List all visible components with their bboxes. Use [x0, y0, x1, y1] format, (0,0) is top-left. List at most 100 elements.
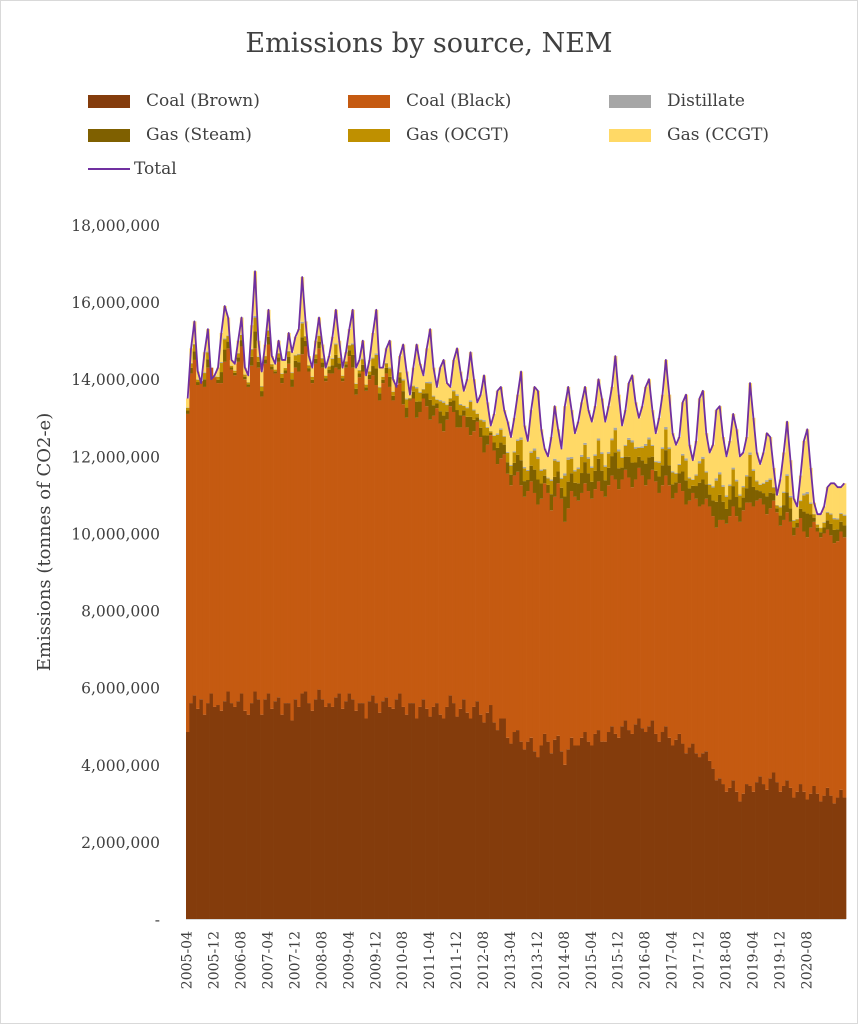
bar-coal-brown [293, 699, 298, 919]
bar-gas-steam [701, 479, 705, 505]
bar-gas-ccgt [411, 367, 416, 386]
bar-gas-ocgt [192, 344, 197, 352]
bar-gas-ocgt [236, 353, 241, 358]
y-tick-label: 14,000,000 [71, 371, 160, 389]
bar-gas-steam [223, 349, 227, 362]
bar-coal-black [812, 521, 817, 786]
bar-gas-ocgt [748, 454, 753, 477]
bar-coal-black [354, 394, 359, 711]
bar-gas-steam [192, 351, 197, 360]
bar-gas-steam [499, 442, 503, 459]
bar-gas-steam [472, 419, 476, 432]
bar-gas-steam [613, 452, 618, 480]
bar-distillate [785, 474, 790, 476]
bar-coal-brown [825, 787, 830, 919]
legend-item-gas-ccgt: Gas (CCGT) [609, 124, 769, 146]
bar-distillate [287, 350, 291, 352]
bar-gas-ocgt [566, 459, 571, 482]
bar-gas-ocgt [334, 344, 338, 355]
bar-gas-steam [785, 492, 790, 513]
bar-gas-ccgt [334, 309, 338, 344]
bar-gas-ccgt [377, 367, 382, 387]
bar-gas-ocgt [633, 448, 638, 463]
bar-coal-brown [243, 710, 247, 919]
bar-distillate [431, 395, 436, 397]
bar-distillate [701, 456, 705, 460]
bar-coal-black [334, 367, 338, 698]
bar-gas-steam [226, 341, 231, 349]
bar-gas-ocgt [734, 481, 739, 498]
bar-gas-ocgt [556, 461, 561, 472]
bar-coal-brown [815, 793, 820, 919]
bar-gas-steam [657, 476, 662, 493]
bar-gas-ocgt [310, 376, 315, 380]
bar-gas-steam [297, 362, 301, 372]
bar-coal-black [280, 383, 285, 715]
bar-gas-ccgt [724, 456, 729, 496]
bar-gas-ocgt [509, 465, 513, 475]
bar-gas-ccgt [563, 406, 567, 474]
bar-gas-ccgt [549, 437, 554, 480]
bar-coal-brown [357, 703, 362, 919]
bar-distillate [674, 472, 678, 474]
bar-coal-black [825, 529, 830, 788]
bar-gas-ocgt [287, 351, 291, 358]
bar-gas-ccgt [280, 359, 285, 374]
bar-distillate [361, 358, 365, 360]
bar-gas-ccgt [246, 375, 251, 383]
bar-gas-ccgt [590, 421, 594, 467]
bar-coal-black [600, 491, 604, 742]
bar-gas-ocgt [364, 384, 369, 388]
bar-gas-ccgt [354, 367, 359, 384]
bar-gas-ccgt [815, 514, 820, 525]
bar-gas-steam [330, 365, 335, 374]
bar-gas-ccgt [482, 375, 487, 421]
bar-gas-steam [344, 364, 348, 368]
bar-distillate [748, 452, 753, 455]
bar-distillate [778, 506, 783, 508]
bar-coal-black [431, 415, 436, 707]
bar-coal-brown [694, 753, 699, 919]
legend-label-gas-ocgt: Gas (OCGT) [406, 125, 509, 145]
bar-distillate [613, 427, 618, 431]
bar-coal-black [512, 475, 517, 732]
bar-coal-brown [704, 751, 709, 919]
bar-coal-black [536, 504, 540, 758]
bar-gas-ccgt [566, 386, 571, 458]
bar-coal-black [435, 408, 439, 704]
bar-coal-brown [458, 708, 463, 919]
bar-gas-ccgt [805, 429, 810, 492]
bar-gas-steam [617, 468, 621, 490]
bar-gas-steam [468, 416, 473, 436]
bar-gas-steam [509, 474, 513, 486]
bar-gas-ocgt [489, 431, 493, 433]
bar-distillate [522, 466, 527, 469]
y-tick-label: 6,000,000 [81, 680, 160, 698]
bar-coal-black [583, 483, 588, 732]
bar-coal-black [751, 506, 756, 792]
bar-gas-ccgt [408, 394, 412, 398]
bar-coal-brown [367, 701, 372, 919]
bar-gas-ocgt [216, 376, 221, 380]
bar-coal-black [559, 498, 564, 752]
bar-gas-ccgt [583, 386, 588, 443]
bar-gas-ccgt [654, 433, 658, 462]
bar-coal-brown [313, 699, 318, 919]
bar-coal-black [485, 444, 490, 713]
bar-coal-brown [842, 797, 847, 919]
bar-gas-steam [798, 508, 803, 519]
legend-label-coal-black: Coal (Black) [406, 91, 512, 111]
bar-coal-brown [805, 799, 810, 919]
bar-distillate [374, 353, 379, 355]
bar-distillate [492, 435, 497, 436]
bar-gas-ccgt [606, 406, 611, 453]
bar-gas-ccgt [707, 452, 712, 484]
bar-gas-ocgt [825, 512, 830, 521]
bar-coal-black [293, 367, 298, 700]
bar-coal-brown [687, 747, 692, 919]
bar-coal-black [792, 535, 796, 798]
bar-gas-ccgt [219, 332, 224, 363]
bar-coal-brown [761, 784, 766, 919]
bar-coal-brown [590, 745, 594, 919]
bar-coal-brown [196, 708, 200, 919]
